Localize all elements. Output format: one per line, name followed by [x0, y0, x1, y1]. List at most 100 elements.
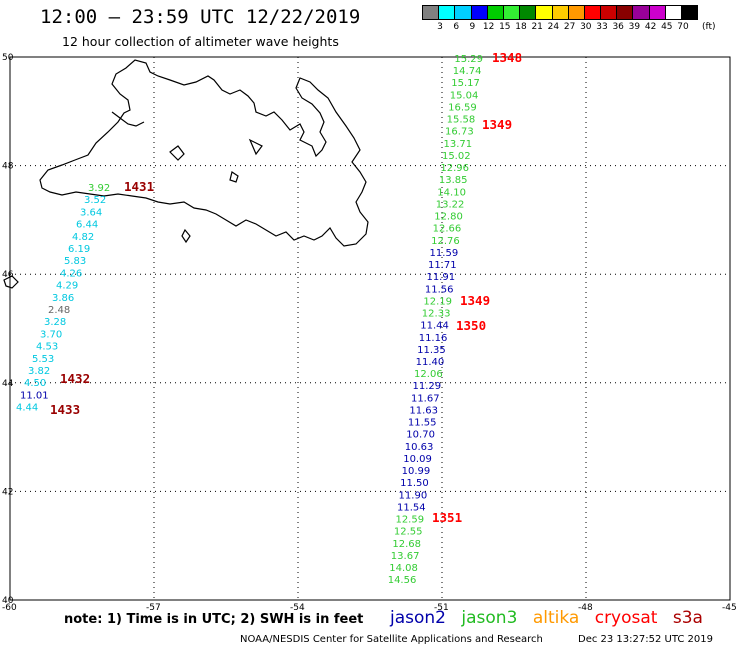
lon-tick-label: -57	[146, 603, 161, 613]
swh-value: 11.67	[411, 393, 440, 404]
lat-tick-label: 40	[2, 596, 14, 606]
pass-number: 1433	[50, 402, 80, 417]
legend-jason2: jason2	[390, 608, 446, 628]
legend-label: 45	[661, 22, 673, 32]
legend-label: 33	[596, 22, 608, 32]
swh-value: 13.22	[436, 199, 465, 210]
lat-tick-label: 42	[2, 487, 13, 497]
color-scale-labels: 3 6 9 12 15 18 21 24 27 30 33 36 39 42 45 70	[422, 22, 740, 34]
swh-value: 11.01	[20, 390, 49, 401]
legend-label: 3	[437, 22, 443, 32]
lake-outline	[169, 145, 185, 161]
swh-value: 5.83	[64, 256, 86, 267]
swh-value: 2.48	[48, 305, 70, 316]
swh-value: 11.63	[409, 405, 438, 416]
swh-value: 14.74	[453, 66, 482, 77]
swh-value: 12.19	[423, 296, 452, 307]
lon-tick-label: -60	[2, 603, 17, 613]
lake-outline	[229, 171, 239, 183]
pass-number: 1431	[124, 179, 154, 194]
satellite-legend: jason2 jason3 altika cryosat s3a	[390, 608, 713, 628]
page-subtitle: 12 hour collection of altimeter wave hei…	[62, 34, 339, 49]
swh-value: 10.09	[403, 454, 432, 465]
swh-value: 11.90	[399, 490, 428, 501]
swh-value: 11.59	[430, 248, 459, 259]
legend-cryosat: cryosat	[594, 608, 658, 628]
swh-value: 14.56	[388, 575, 417, 586]
legend-label: 39	[628, 22, 641, 32]
island-outline	[181, 228, 191, 244]
swh-value: 3.64	[80, 207, 102, 218]
legend-label: 21	[531, 22, 543, 32]
lon-tick-label: -51	[434, 603, 449, 613]
swh-value: 11.56	[425, 284, 454, 295]
pass-number-labels: 1348 1349 1431 1349 1350 1432 1433 1351	[50, 50, 522, 525]
page-title: 12:00 – 23:59 UTC 12/22/2019	[40, 6, 361, 28]
lat-tick-label: 48	[2, 162, 14, 172]
swh-value: 11.50	[400, 478, 429, 489]
color-scale-legend	[422, 5, 699, 20]
swh-value: 11.91	[426, 272, 455, 283]
lon-tick-label: -45	[722, 603, 737, 613]
timestamp: Dec 23 13:27:52 UTC 2019	[578, 634, 713, 645]
swh-value: 12.33	[422, 309, 451, 320]
island-outline	[3, 275, 19, 289]
inlet-line	[111, 111, 145, 127]
swh-value: 4.44	[16, 403, 38, 414]
swh-value: 12.80	[434, 212, 463, 223]
legend-label: 6	[453, 22, 460, 32]
swh-value: 4.82	[72, 232, 94, 243]
swh-value: 4.53	[36, 342, 58, 353]
swh-value: 3.70	[40, 329, 62, 340]
swh-value: 12.55	[394, 527, 423, 538]
swh-value: 15.17	[451, 78, 480, 89]
legend-label: 42	[644, 22, 657, 32]
swh-value: 12.68	[392, 539, 421, 550]
swh-value: 10.99	[402, 466, 431, 477]
swh-value: 14.10	[437, 187, 466, 198]
lat-tick-label: 50	[2, 53, 14, 63]
swh-value: 15.04	[450, 90, 479, 101]
swh-value: 11.16	[419, 333, 448, 344]
swh-value: 13.67	[391, 551, 420, 562]
swh-value: 12.66	[433, 224, 462, 235]
swh-value: 16.73	[445, 127, 474, 138]
swh-value: 3.92	[88, 183, 110, 194]
pass-number: 1349	[482, 117, 512, 132]
legend-label: 36	[612, 22, 624, 32]
legend-label: 30	[580, 22, 592, 32]
legend-jason3: jason3	[461, 608, 518, 628]
swh-value: 14.08	[389, 563, 418, 574]
swh-value: 3.28	[44, 317, 66, 328]
legend-label: 18	[515, 22, 527, 32]
swh-value: 11.29	[413, 381, 442, 392]
swh-value: 6.19	[68, 244, 90, 255]
swh-value: 11.55	[408, 418, 437, 429]
swh-value: 13.85	[439, 175, 468, 186]
legend-label: 15	[499, 22, 511, 32]
swh-value: 3.86	[52, 293, 74, 304]
swh-value: 4.50	[24, 378, 46, 389]
unit-label: (ft)	[702, 22, 716, 32]
swh-value: 3.52	[84, 195, 106, 206]
pass-number: 1348	[492, 50, 522, 65]
legend-altika: altika	[532, 608, 580, 628]
swh-value: 16.59	[448, 102, 477, 113]
swh-value: 15.02	[442, 151, 471, 162]
legend-swatch	[681, 5, 699, 20]
legend-label: 27	[563, 22, 576, 32]
map-frame	[9, 56, 731, 601]
legend-label: 12	[482, 22, 495, 32]
swh-value: 11.44	[420, 321, 449, 332]
swh-value: 15.58	[447, 115, 476, 126]
pass-number: 1351	[432, 510, 462, 525]
lon-tick-label: -48	[578, 603, 593, 613]
pass-number: 1432	[60, 371, 90, 386]
graticule	[10, 57, 730, 600]
swh-value: 12.59	[395, 515, 424, 526]
swh-value: 4.26	[60, 268, 82, 279]
swh-value: 11.54	[397, 502, 426, 513]
legend-s3a: s3a	[672, 608, 703, 628]
coastline	[3, 59, 369, 289]
